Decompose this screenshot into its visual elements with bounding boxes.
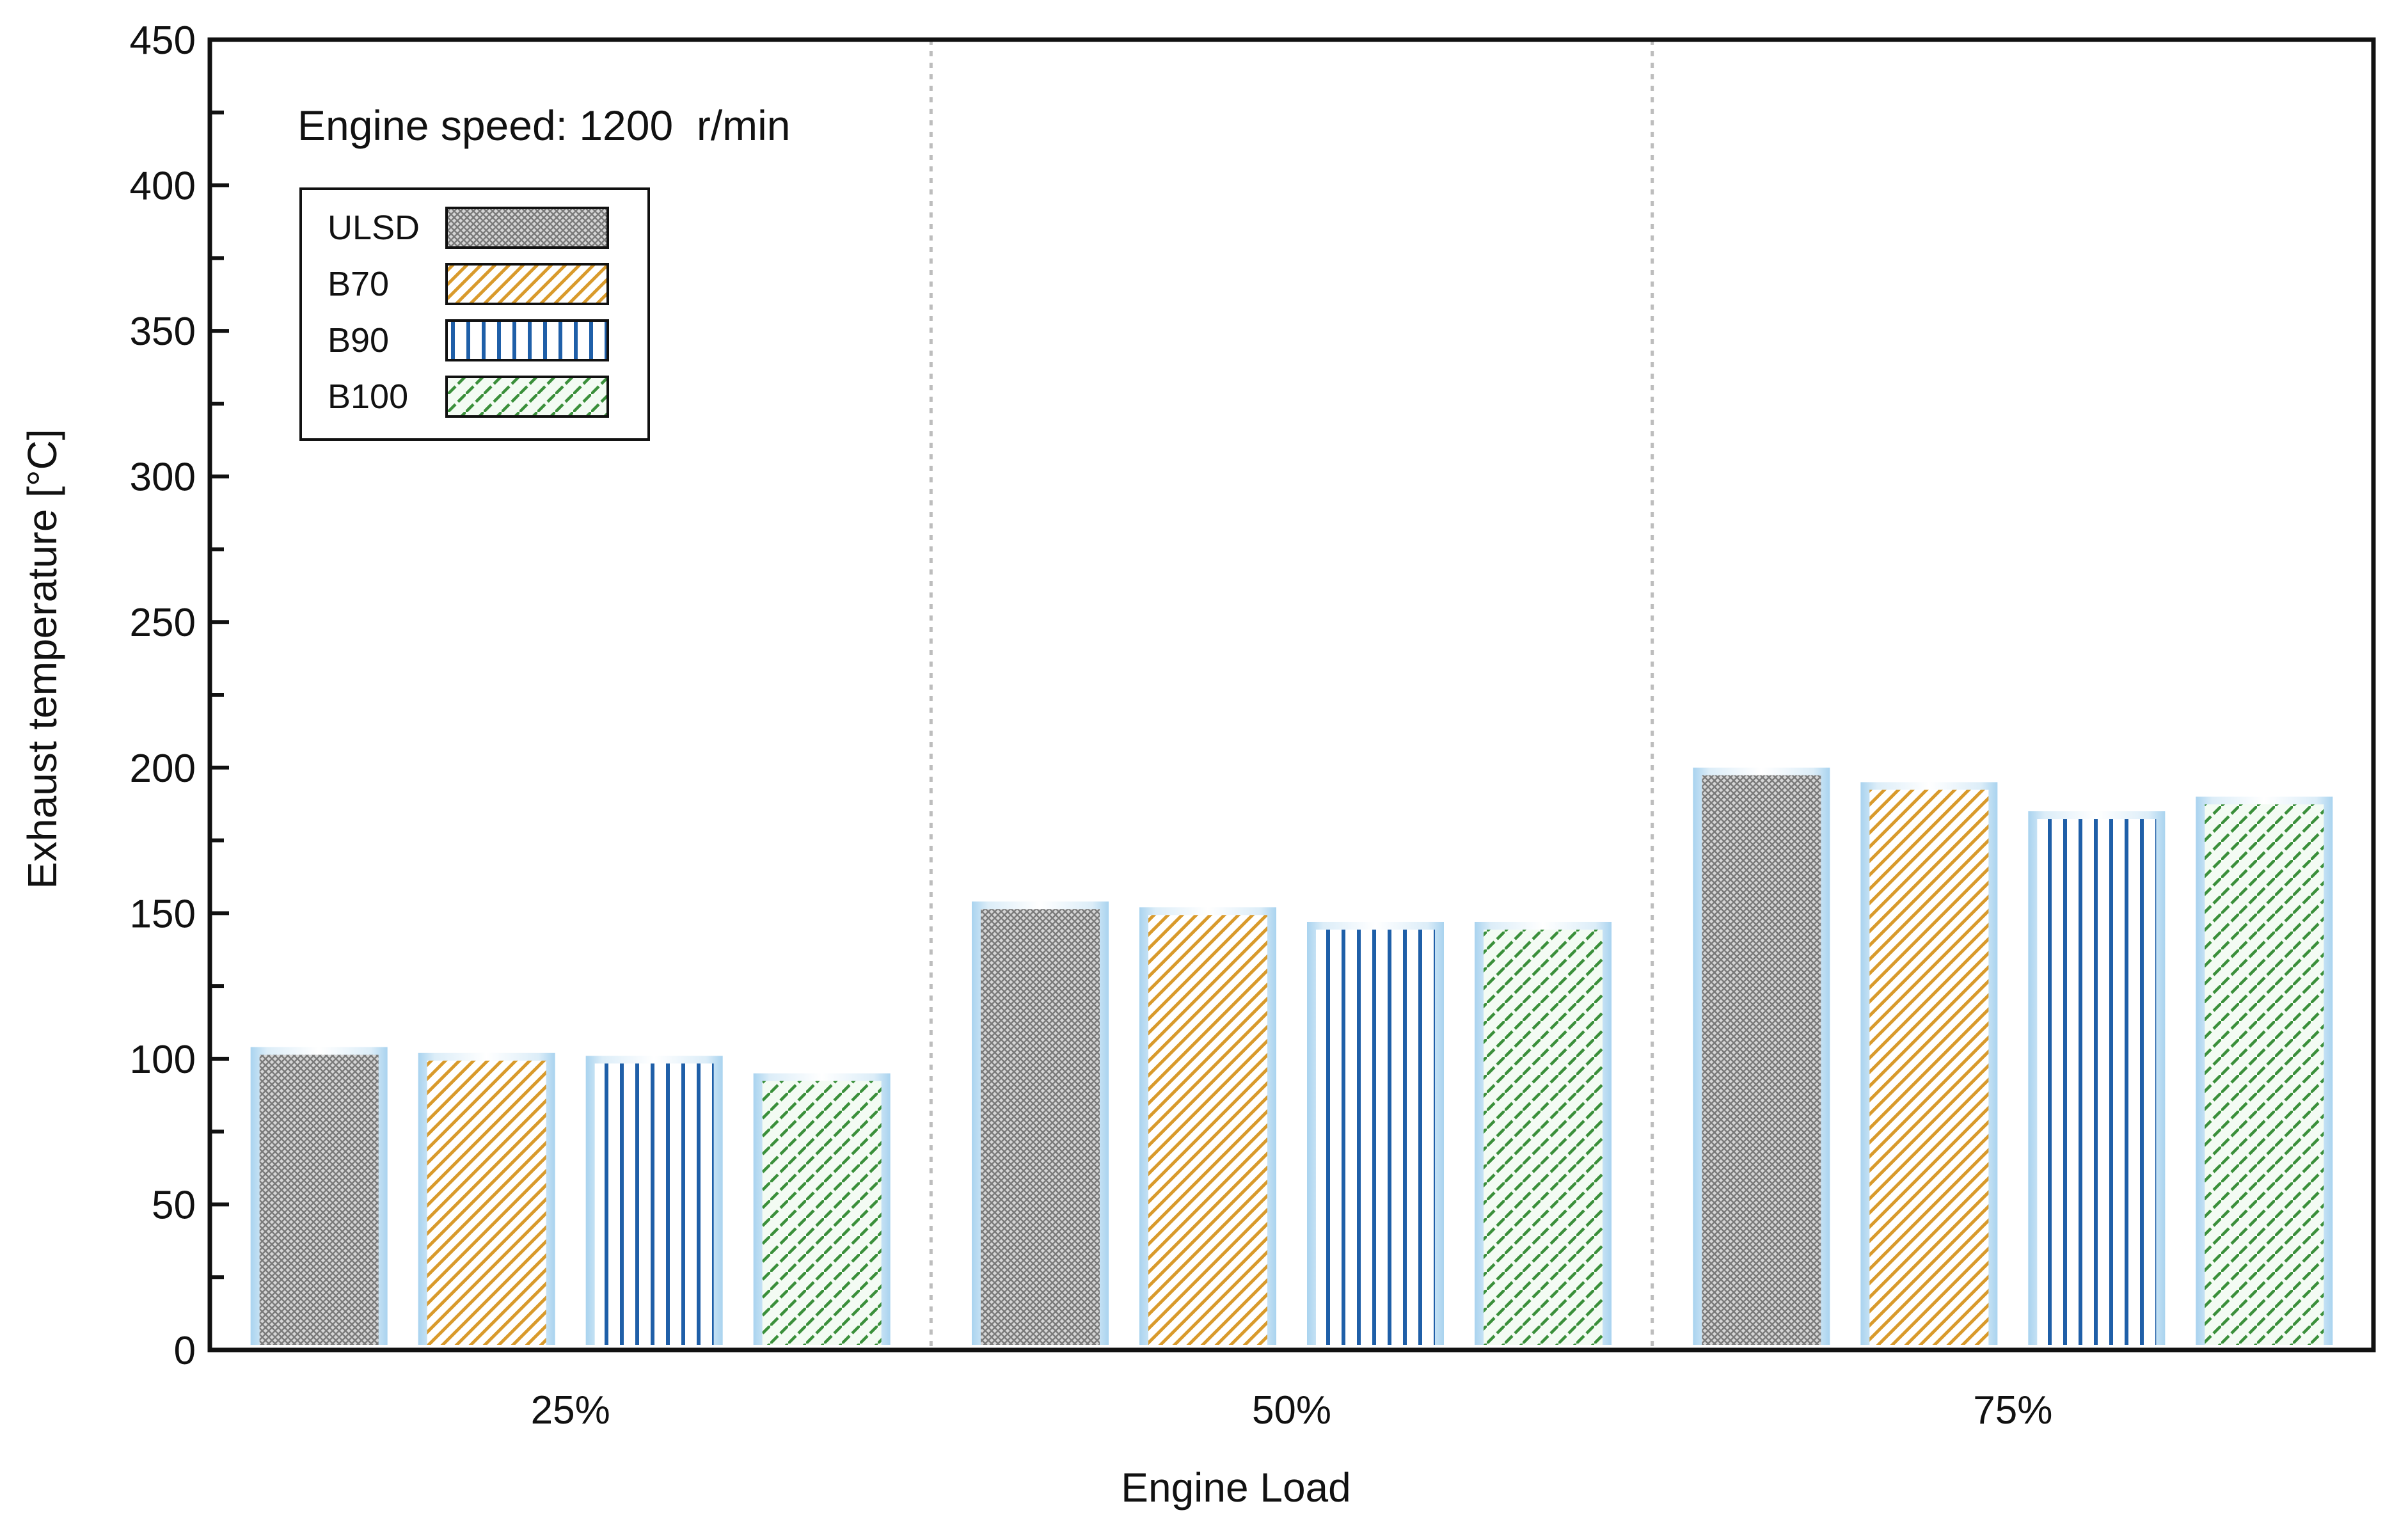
y-tick-label: 100 xyxy=(130,1038,196,1082)
x-tick-label: 50% xyxy=(1252,1388,1331,1432)
legend: ULSD B70 B90 B100 xyxy=(299,187,650,441)
bar xyxy=(2205,804,2324,1345)
y-tick-label: 350 xyxy=(130,310,196,354)
y-tick-label: 300 xyxy=(130,456,196,500)
x-axis-label: Engine Load xyxy=(1121,1464,1351,1511)
y-tick-label: 250 xyxy=(130,601,196,645)
legend-swatch xyxy=(445,263,609,305)
legend-label: ULSD xyxy=(328,209,420,247)
y-tick-label: 400 xyxy=(130,164,196,209)
bar xyxy=(427,1060,546,1345)
bar xyxy=(259,1054,379,1345)
bar xyxy=(981,909,1100,1345)
x-tick-label: 25% xyxy=(531,1388,610,1432)
bar xyxy=(1869,789,1989,1345)
x-axis-ticks: 25% 50% 75% xyxy=(531,1388,2053,1432)
y-tick-label: 150 xyxy=(130,892,196,936)
engine-speed-annotation: Engine speed: 1200 r/min xyxy=(297,102,791,149)
bar xyxy=(762,1081,882,1345)
y-axis-label: Exhaust temperature [°C] xyxy=(19,429,65,889)
y-tick-label: 200 xyxy=(130,747,196,791)
y-tick-label: 0 xyxy=(174,1329,196,1373)
y-tick-label: 450 xyxy=(130,19,196,63)
legend-label: B90 xyxy=(328,321,389,360)
legend-label: B100 xyxy=(328,377,408,416)
legend-swatch xyxy=(445,376,609,418)
bar xyxy=(1148,915,1267,1345)
legend-swatch xyxy=(445,319,609,361)
bar xyxy=(594,1063,714,1345)
y-axis-ticks: 0 50 100 150 200 250 300 350 400 450 xyxy=(130,19,229,1373)
bar xyxy=(1316,929,1435,1345)
bar xyxy=(2037,819,2157,1345)
legend-swatch xyxy=(445,207,609,249)
bars xyxy=(250,767,2333,1345)
bar xyxy=(1702,775,1821,1345)
bar xyxy=(1484,929,1603,1345)
x-tick-label: 75% xyxy=(1973,1388,2052,1432)
y-tick-label: 50 xyxy=(152,1183,196,1227)
legend-label: B70 xyxy=(328,265,389,303)
